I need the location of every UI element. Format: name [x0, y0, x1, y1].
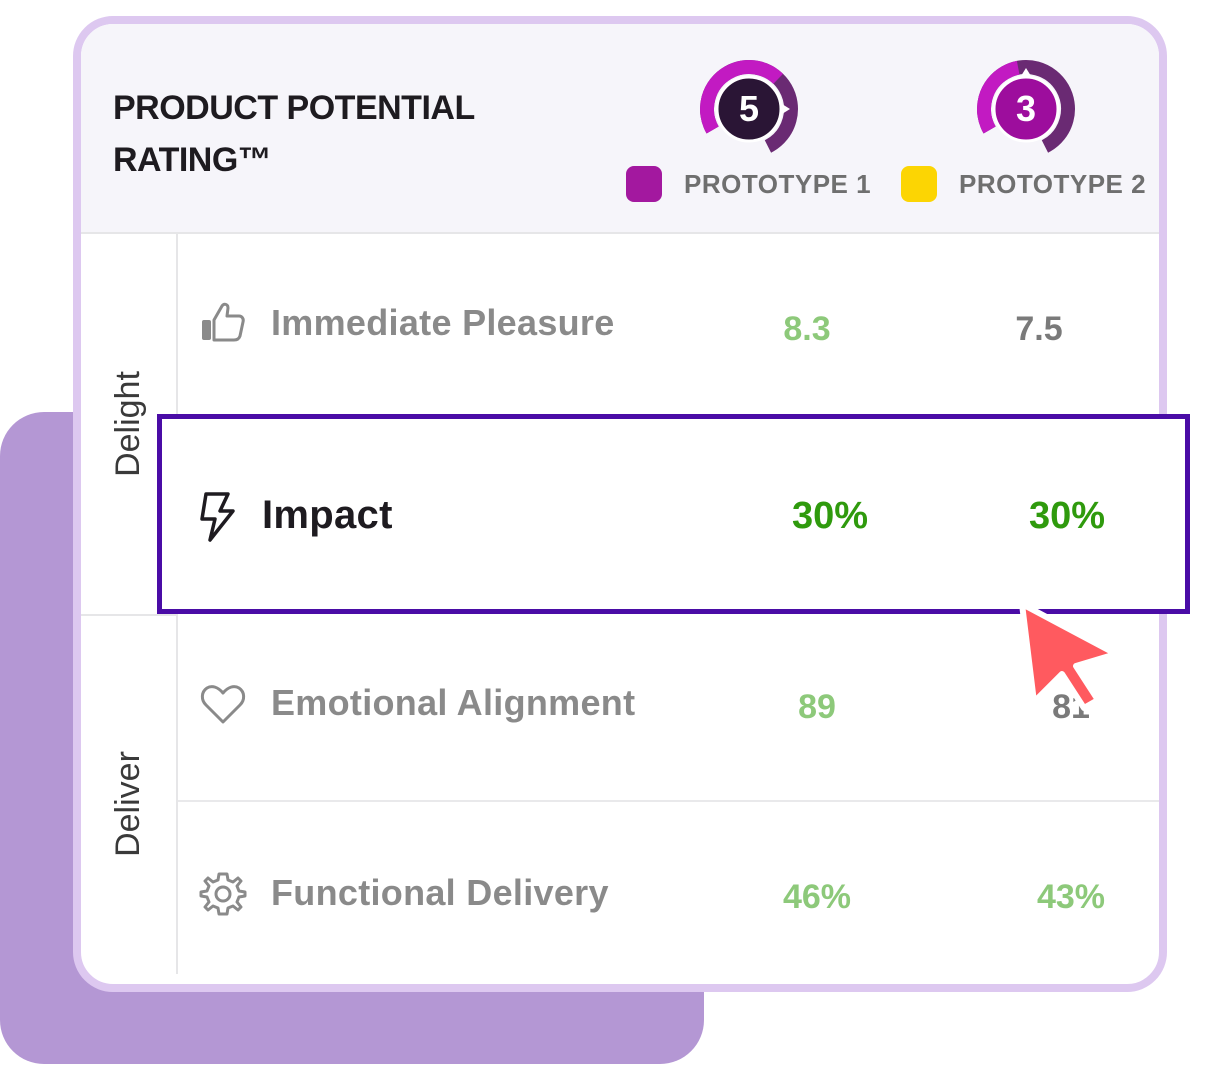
prototype-2-value: 43% — [1036, 878, 1106, 916]
row-divider — [178, 800, 1159, 802]
prototype-2-swatch — [901, 166, 937, 202]
prototype-2-value: 7.5 — [1015, 310, 1063, 348]
highlighted-row-impact[interactable]: Impact 30% 30% — [157, 414, 1190, 614]
prototype-1-label: PROTOTYPE 1 — [684, 169, 872, 199]
row-label: Immediate Pleasure — [271, 302, 615, 343]
prototype-1-swatch — [626, 166, 662, 202]
group-divider — [81, 614, 176, 616]
prototype-2-score: 3 — [1015, 88, 1037, 129]
card-title: PRODUCT POTENTIAL RATING™ — [113, 89, 475, 179]
mouse-cursor-icon — [1012, 596, 1132, 716]
prototype-2-value: 30% — [1028, 495, 1106, 537]
prototype-1-value: 89 — [798, 688, 836, 726]
prototype-2-label: PROTOTYPE 2 — [959, 169, 1147, 199]
prototype-2-gauge: 3 — [971, 54, 1081, 164]
table-row[interactable]: Immediate Pleasure 8.3 7.5 — [81, 234, 1159, 424]
row-label: Emotional Alignment — [271, 682, 636, 723]
prototype-1-value: 8.3 — [783, 310, 831, 348]
gauge-ring-icon — [977, 60, 1075, 158]
table-row[interactable]: Emotional Alignment 89 81 — [81, 614, 1159, 804]
row-label: Impact — [262, 493, 393, 537]
prototype-1-score: 5 — [738, 88, 760, 129]
gear-icon — [199, 870, 247, 918]
table-row[interactable]: Functional Delivery 46% 43% — [81, 804, 1159, 974]
card-header: PRODUCT POTENTIAL RATING™ 5 — [81, 24, 1159, 234]
thumbs-up-icon — [199, 298, 247, 346]
heart-icon — [199, 680, 247, 728]
prototype-1-value: 46% — [782, 878, 852, 916]
prototype-1-gauge: 5 — [694, 54, 804, 164]
gauge-ring-icon — [700, 60, 798, 158]
prototype-1-value: 30% — [791, 495, 869, 537]
row-label: Functional Delivery — [271, 872, 609, 913]
lightning-bolt-icon — [196, 491, 240, 543]
